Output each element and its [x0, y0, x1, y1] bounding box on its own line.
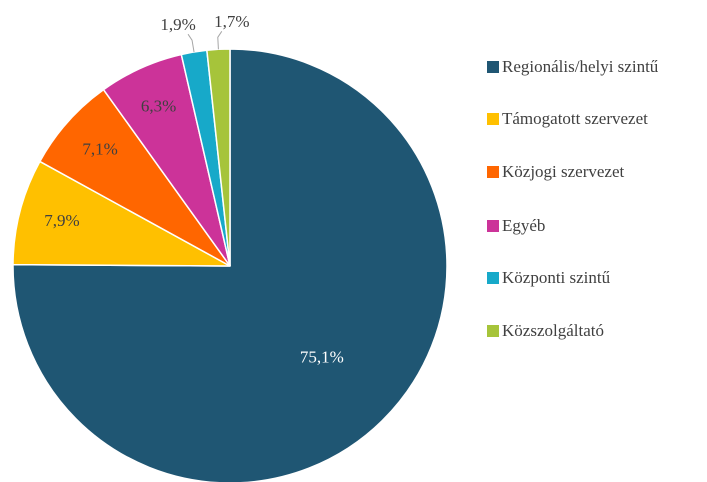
legend-swatch — [487, 220, 499, 232]
data-label: 7,1% — [82, 140, 117, 159]
legend-item: Közszolgáltató — [487, 320, 662, 342]
legend-item: Központi szintű — [487, 267, 662, 289]
legend-label: Regionális/helyi szintű — [502, 57, 659, 76]
pie-slice — [12, 48, 448, 482]
legend-label: Egyéb — [502, 216, 546, 235]
leader-line — [217, 31, 223, 50]
legend-item: Közjogi szervezet — [487, 161, 662, 183]
data-label: 1,7% — [214, 12, 249, 31]
legend-swatch — [487, 61, 499, 73]
legend-item: Egyéb — [487, 215, 662, 237]
legend-item: Regionális/helyi szintű — [487, 56, 662, 78]
legend-label: Központi szintű — [502, 268, 611, 287]
pie-area: 75,1% 7,9% 7,1% 6,3% 1,9% 1,7% — [12, 12, 448, 482]
pie-slice — [12, 160, 231, 267]
legend-label: Közjogi szervezet — [502, 162, 625, 181]
data-label: 75,1% — [300, 347, 344, 366]
data-label: 1,9% — [160, 15, 195, 34]
data-label: 7,9% — [44, 211, 79, 230]
legend-label: Támogatott szervezet — [502, 109, 648, 128]
legend-swatch — [487, 166, 499, 178]
legend-swatch — [487, 272, 499, 284]
legend-label: Közszolgáltató — [502, 321, 604, 340]
leader-line — [187, 33, 195, 53]
data-label: 6,3% — [141, 97, 176, 116]
legend-item: Támogatott szervezet — [487, 108, 662, 130]
legend-swatch — [487, 113, 499, 125]
legend-swatch — [487, 325, 499, 337]
